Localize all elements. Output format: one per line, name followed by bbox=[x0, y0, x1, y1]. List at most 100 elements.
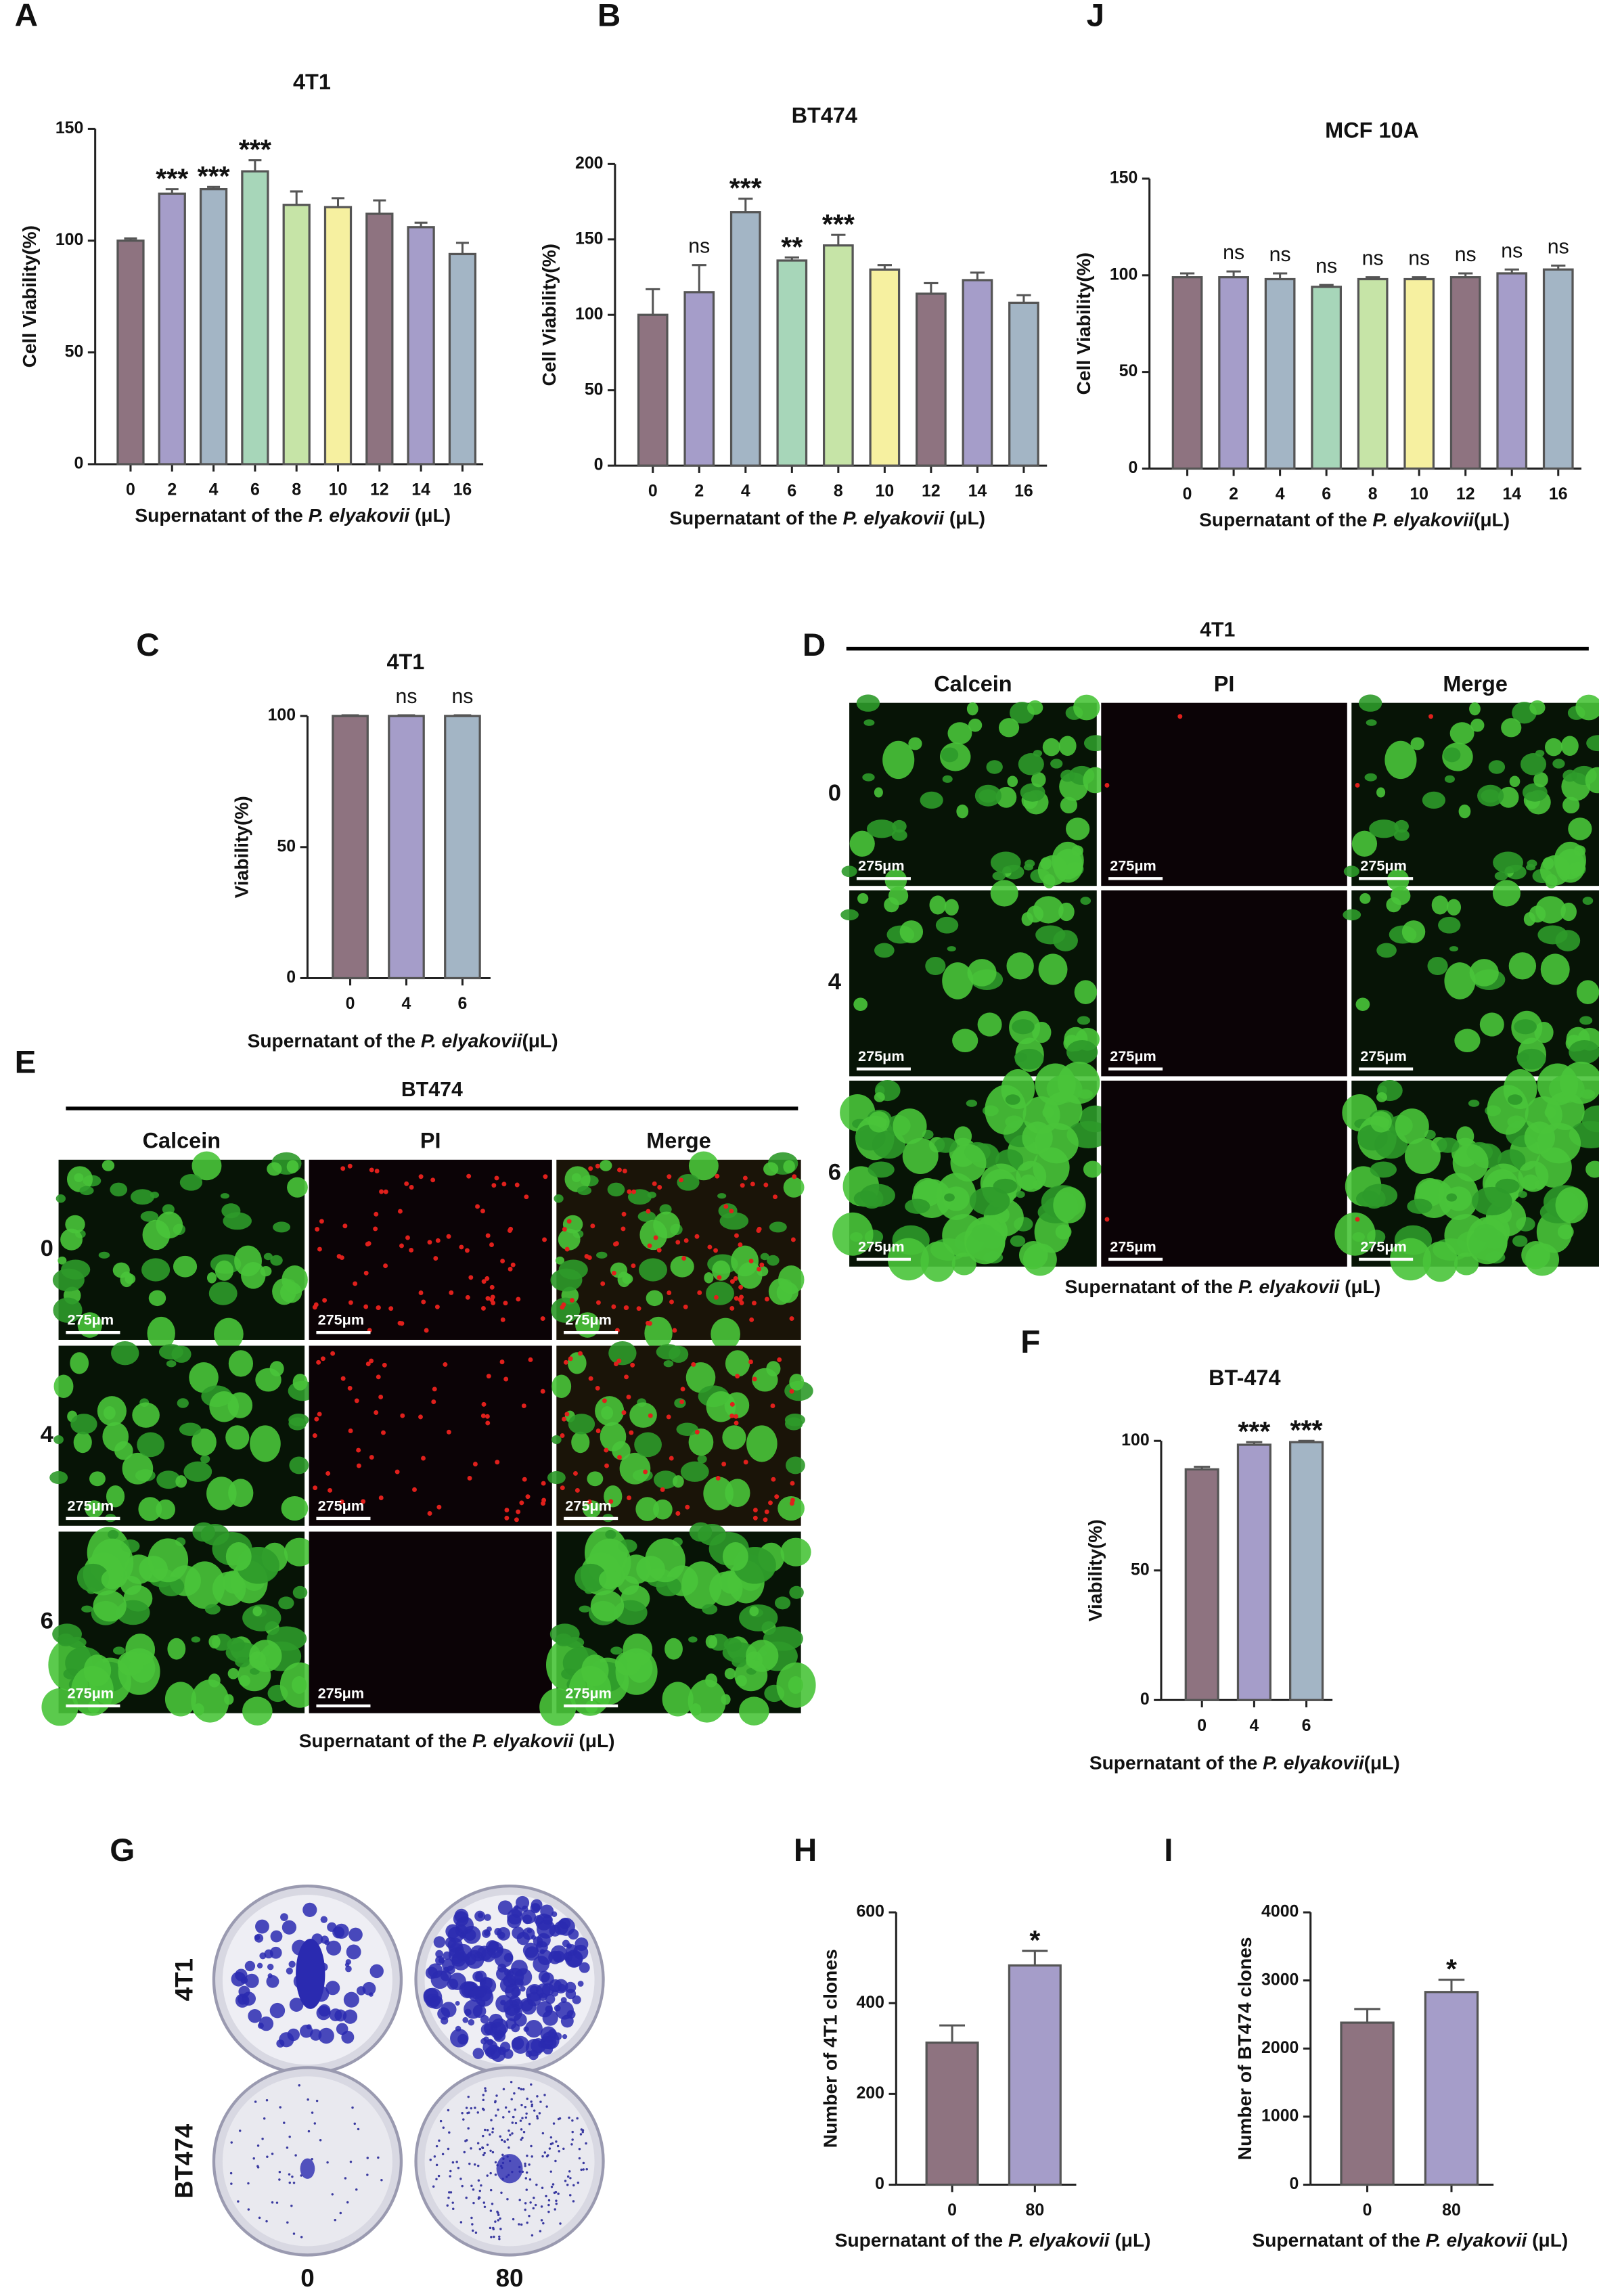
colony bbox=[520, 2104, 523, 2107]
pi-dot bbox=[404, 1181, 409, 1186]
cell-cluster bbox=[273, 1221, 291, 1233]
cell-cluster bbox=[192, 1428, 217, 1456]
bar bbox=[365, 212, 394, 466]
cell-cluster bbox=[605, 1529, 616, 1539]
pi-dot bbox=[525, 1494, 531, 1500]
cell-cluster bbox=[183, 1461, 212, 1482]
y-tick-label: 100 bbox=[575, 305, 604, 323]
colony bbox=[334, 2218, 336, 2222]
colony bbox=[288, 2135, 291, 2138]
cell-cluster bbox=[663, 1360, 674, 1368]
pi-dot bbox=[617, 1167, 622, 1173]
y-axis-label: Cell Viability(%) bbox=[539, 244, 560, 386]
cell-cluster bbox=[204, 1604, 221, 1615]
pi-dot bbox=[694, 1429, 700, 1435]
cell-cluster bbox=[1077, 1016, 1091, 1025]
scale-bar-label: 275μm bbox=[565, 1311, 612, 1328]
error-bar bbox=[1298, 1439, 1315, 1443]
cell-cluster bbox=[1444, 775, 1455, 783]
scale-bar-label: 275μm bbox=[318, 1311, 365, 1328]
colony bbox=[320, 1916, 328, 1923]
cell-cluster bbox=[125, 1274, 136, 1284]
y-axis-label: Number of 4T1 clones bbox=[820, 1949, 841, 2148]
colony bbox=[541, 2186, 544, 2189]
significance-label: ns bbox=[451, 685, 473, 708]
colony bbox=[522, 2130, 526, 2134]
cell-cluster bbox=[278, 1596, 294, 1610]
chart-title: BT-474 bbox=[1209, 1366, 1280, 1390]
colony bbox=[543, 2044, 554, 2055]
cell-cluster bbox=[208, 1281, 238, 1305]
colony bbox=[552, 2122, 556, 2125]
colony bbox=[280, 1913, 288, 1921]
colony bbox=[489, 2226, 492, 2230]
cell-cluster bbox=[242, 1604, 281, 1631]
pi-dot bbox=[316, 1359, 321, 1365]
y-tick-label: 0 bbox=[875, 2174, 884, 2193]
cell-cluster bbox=[224, 1694, 234, 1705]
cell-cluster bbox=[721, 1694, 731, 1705]
cell-cluster bbox=[1521, 1241, 1550, 1269]
colony bbox=[432, 2185, 435, 2188]
colony bbox=[494, 1928, 502, 1936]
pi-dot bbox=[675, 1511, 681, 1516]
colony bbox=[267, 1963, 274, 1971]
colony-cluster bbox=[296, 1939, 325, 2009]
cell-cluster bbox=[177, 1398, 189, 1408]
x-tick-label: 2 bbox=[1229, 485, 1238, 503]
cell-cluster bbox=[270, 1255, 283, 1266]
significance-label: *** bbox=[198, 160, 230, 192]
colony bbox=[248, 2008, 262, 2023]
cell-cluster bbox=[1016, 1161, 1047, 1192]
error-bar bbox=[1366, 276, 1380, 279]
micrograph bbox=[309, 1531, 552, 1713]
pi-dot bbox=[715, 1173, 720, 1179]
x-tick-label: 6 bbox=[250, 480, 260, 499]
pi-dot bbox=[1428, 714, 1433, 719]
colony bbox=[531, 2155, 533, 2158]
cell-cluster bbox=[1535, 896, 1566, 924]
pi-dot bbox=[756, 1228, 761, 1233]
colony bbox=[494, 2173, 497, 2176]
error-bar bbox=[1412, 276, 1426, 279]
x-axis-label: Supernatant of the P. elyakovii (μL) bbox=[669, 508, 985, 529]
colony bbox=[429, 2159, 432, 2161]
colony bbox=[500, 2138, 503, 2142]
pi-dot bbox=[595, 1428, 601, 1433]
colony bbox=[327, 1922, 337, 1932]
pi-dot bbox=[510, 1262, 516, 1267]
colony bbox=[546, 2154, 549, 2157]
x-axis-label-part: P. elyakovii bbox=[1008, 2230, 1110, 2251]
pi-dot bbox=[667, 1290, 672, 1295]
colony bbox=[577, 2181, 580, 2184]
cell-cluster bbox=[288, 1417, 307, 1431]
colony bbox=[437, 2174, 441, 2178]
significance-label: ** bbox=[781, 231, 803, 262]
cell-cluster bbox=[579, 1605, 591, 1613]
cell-cluster bbox=[1579, 1016, 1593, 1025]
panel-label: C bbox=[136, 627, 159, 663]
cell-cluster bbox=[206, 1272, 217, 1284]
cell-cluster bbox=[173, 1255, 198, 1278]
colony bbox=[518, 2086, 520, 2090]
colony bbox=[529, 2201, 532, 2204]
cell-cluster bbox=[93, 1590, 127, 1622]
colony bbox=[247, 2208, 250, 2211]
error-bar bbox=[1319, 284, 1334, 287]
colony bbox=[508, 2146, 510, 2149]
pi-dot bbox=[669, 1456, 674, 1461]
x-tick-label: 8 bbox=[292, 480, 301, 499]
micrograph bbox=[58, 1159, 305, 1340]
cell-cluster bbox=[920, 1241, 955, 1282]
cell-cluster bbox=[551, 1435, 562, 1445]
colony bbox=[462, 2118, 465, 2121]
panel-label: I bbox=[1164, 1832, 1173, 1868]
cell-cluster bbox=[612, 1441, 631, 1460]
cell-cluster bbox=[551, 1374, 572, 1398]
pi-dot bbox=[733, 1276, 738, 1281]
cell-cluster bbox=[992, 871, 1006, 881]
pi-dot bbox=[434, 1304, 440, 1309]
colony bbox=[530, 2100, 533, 2103]
cell-cluster bbox=[598, 1569, 620, 1590]
colony bbox=[536, 2095, 539, 2098]
